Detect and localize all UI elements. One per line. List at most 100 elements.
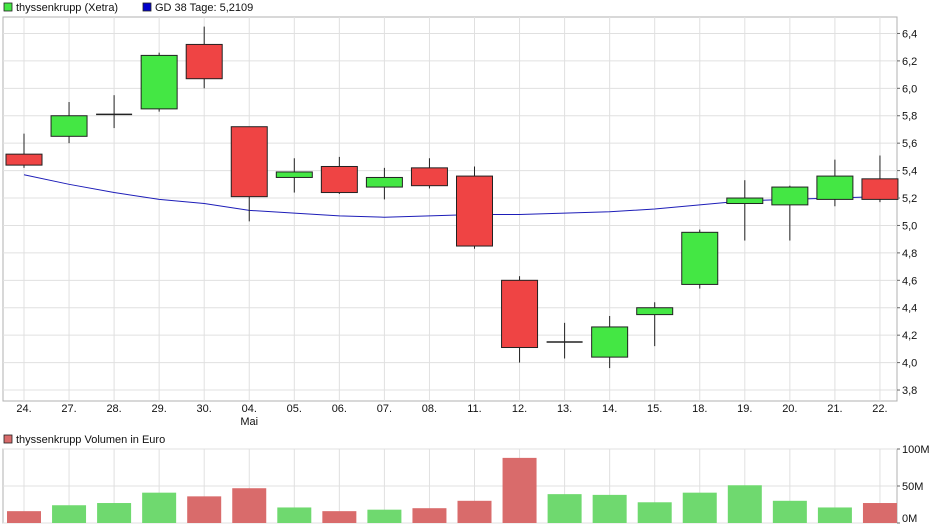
price-y-tick-label: 5,4 bbox=[902, 166, 917, 178]
volume-panel: 100M 50M 0M bbox=[2, 444, 930, 525]
x-axis: 24. 27. 28. 29. 30. 04. 05. 06. 07. 08. 11. 12. 13. 1… bbox=[16, 403, 887, 428]
legend-volume-swatch bbox=[3, 434, 13, 444]
price-y-tick-label: 6,0 bbox=[902, 83, 917, 95]
legend-volume-label: thyssenkrupp Volumen in Euro bbox=[16, 434, 165, 446]
x-tick-label: 11. bbox=[467, 403, 481, 415]
x-tick-label: 18. bbox=[692, 403, 707, 415]
candle-body-up bbox=[591, 326, 629, 358]
candle-body-up bbox=[816, 175, 854, 200]
volume-y-tick-label: 0M bbox=[902, 513, 917, 525]
volume-bar bbox=[187, 496, 222, 523]
candle-body-down bbox=[410, 167, 448, 187]
x-tick-label: 19. bbox=[737, 403, 752, 415]
candle-body-up bbox=[636, 307, 674, 316]
candle-body-up bbox=[726, 197, 764, 205]
volume-y-tick-label: 100M bbox=[902, 444, 930, 456]
volume-bar bbox=[637, 502, 672, 523]
x-tick-label: 29. bbox=[152, 403, 167, 415]
x-tick-label: 27. bbox=[61, 403, 76, 415]
price-plot-area bbox=[2, 16, 898, 402]
price-y-tick-label: 4,2 bbox=[902, 330, 917, 342]
volume-bar bbox=[772, 500, 807, 523]
legend-ma-label: GD 38 Tage: 5,2109 bbox=[155, 2, 253, 14]
candle bbox=[320, 156, 358, 194]
candle-body-down bbox=[320, 165, 358, 194]
candle bbox=[365, 167, 403, 200]
price-y-tick-label: 6,2 bbox=[902, 56, 917, 68]
volume-bar bbox=[457, 500, 492, 523]
legend-ma-swatch bbox=[142, 2, 152, 12]
candle-body-up bbox=[50, 115, 88, 137]
volume-bar bbox=[322, 511, 357, 523]
volume-legend: thyssenkrupp Volumen in Euro bbox=[3, 434, 165, 446]
price-y-tick-label: 3,8 bbox=[902, 385, 917, 397]
candle bbox=[636, 302, 674, 347]
volume-y-tick-label: 50M bbox=[902, 481, 923, 493]
candle-body-down bbox=[185, 43, 223, 80]
volume-bar bbox=[367, 509, 402, 523]
volume-bar bbox=[277, 507, 312, 523]
x-tick-label: 12. bbox=[512, 403, 527, 415]
candle bbox=[771, 185, 809, 241]
volume-bar bbox=[412, 508, 447, 523]
candle-body-down bbox=[456, 175, 493, 247]
volume-bar bbox=[682, 492, 717, 523]
candle bbox=[546, 322, 583, 359]
x-tick-label: 14. bbox=[602, 403, 617, 415]
candle-body-down bbox=[861, 178, 899, 200]
x-tick-label: 20. bbox=[782, 403, 797, 415]
price-y-tick-label: 5,2 bbox=[902, 193, 917, 205]
legend-stock-label: thyssenkrupp (Xetra) bbox=[16, 2, 118, 14]
candle-body-up bbox=[771, 186, 809, 206]
x-tick-label: 22. bbox=[872, 403, 887, 415]
candle-body-down bbox=[501, 279, 539, 349]
candle bbox=[185, 26, 223, 89]
price-y-tick-label: 4,6 bbox=[902, 275, 917, 287]
volume-bar bbox=[502, 457, 537, 523]
price-legend: thyssenkrupp (Xetra) GD 38 Tage: 5,2109 bbox=[3, 2, 253, 14]
volume-bar bbox=[232, 488, 267, 523]
volume-bar bbox=[142, 492, 177, 523]
volume-bars bbox=[7, 457, 897, 523]
x-tick-label: 07. bbox=[377, 403, 392, 415]
x-tick-label: 05. bbox=[287, 403, 302, 415]
candle bbox=[816, 159, 854, 207]
x-tick-label: 30. bbox=[197, 403, 212, 415]
price-y-tick-label: 4,4 bbox=[902, 303, 917, 315]
candle bbox=[681, 229, 719, 289]
x-tick-label: 06. bbox=[332, 403, 347, 415]
legend-stock-swatch bbox=[3, 2, 13, 12]
volume-bar bbox=[727, 485, 762, 523]
volume-bar bbox=[97, 503, 132, 523]
candle bbox=[140, 52, 178, 112]
candle bbox=[456, 166, 493, 249]
price-y-tick-label: 5,6 bbox=[902, 138, 917, 150]
x-tick-label: 24. bbox=[16, 403, 31, 415]
candles bbox=[5, 26, 899, 369]
candle bbox=[5, 133, 43, 168]
x-tick-label: 28. bbox=[106, 403, 121, 415]
candle bbox=[230, 126, 268, 222]
price-y-tick-label: 5,0 bbox=[902, 220, 917, 232]
volume-bar bbox=[862, 503, 897, 523]
price-y-tick-label: 6,4 bbox=[902, 28, 917, 40]
volume-bar bbox=[592, 494, 627, 523]
candle bbox=[726, 180, 764, 241]
volume-bar bbox=[7, 511, 41, 523]
candle-body-up bbox=[681, 231, 719, 285]
price-y-tick-label: 4,8 bbox=[902, 248, 917, 260]
x-tick-label: 04. bbox=[242, 403, 257, 415]
x-tick-label: 13. bbox=[557, 403, 572, 415]
price-y-tick-label: 4,0 bbox=[902, 358, 917, 370]
volume-bar bbox=[547, 494, 582, 523]
candle bbox=[591, 315, 629, 369]
price-panel: 6,4 6,2 6,0 5,8 5,6 5,4 5,2 5,0 4,8 4,6 4,4 4,2 4,0 3… bbox=[2, 16, 917, 428]
candle-body-down bbox=[5, 153, 43, 166]
candle bbox=[501, 276, 539, 363]
candle bbox=[861, 155, 899, 203]
volume-y-axis: 100M 50M 0M bbox=[897, 444, 930, 525]
candle-body-down bbox=[230, 126, 268, 198]
x-tick-label: 21. bbox=[827, 403, 842, 415]
price-y-tick-label: 5,8 bbox=[902, 111, 917, 123]
